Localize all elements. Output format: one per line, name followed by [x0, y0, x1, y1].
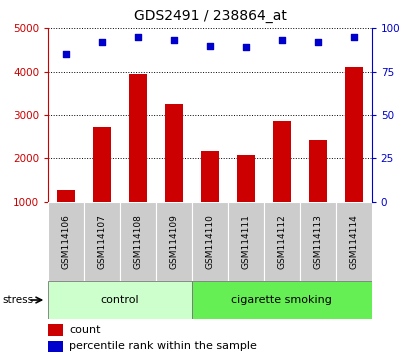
Text: GSM114111: GSM114111: [241, 214, 250, 269]
Bar: [237, 155, 255, 202]
Text: percentile rank within the sample: percentile rank within the sample: [69, 342, 257, 352]
Text: GSM114110: GSM114110: [205, 214, 215, 269]
Bar: [48, 324, 63, 336]
Bar: [300, 202, 336, 281]
Text: stress: stress: [2, 295, 33, 305]
Bar: [192, 202, 228, 281]
Bar: [156, 202, 192, 281]
Text: GSM114107: GSM114107: [98, 214, 107, 269]
Bar: [120, 202, 156, 281]
Point: [243, 45, 249, 50]
Text: cigarette smoking: cigarette smoking: [231, 295, 332, 305]
Text: GSM114112: GSM114112: [277, 214, 286, 269]
Text: GDS2491 / 238864_at: GDS2491 / 238864_at: [134, 9, 286, 23]
Bar: [48, 202, 84, 281]
Bar: [48, 341, 63, 352]
Point: [135, 34, 142, 40]
Bar: [336, 202, 372, 281]
Text: GSM114108: GSM114108: [134, 214, 143, 269]
Text: GSM114106: GSM114106: [62, 214, 71, 269]
Bar: [309, 140, 327, 202]
Point: [315, 39, 321, 45]
Text: GSM114113: GSM114113: [313, 214, 322, 269]
Point: [99, 39, 105, 45]
Text: control: control: [101, 295, 139, 305]
Bar: [84, 202, 120, 281]
Point: [171, 38, 177, 43]
Bar: [192, 281, 372, 319]
Bar: [345, 67, 363, 202]
Bar: [201, 152, 219, 202]
Point: [63, 52, 70, 57]
Bar: [165, 104, 183, 202]
Bar: [264, 202, 300, 281]
Text: GSM114114: GSM114114: [349, 214, 358, 269]
Bar: [93, 127, 111, 202]
Bar: [129, 74, 147, 202]
Bar: [273, 121, 291, 202]
Point: [278, 38, 285, 43]
Bar: [48, 281, 192, 319]
Text: count: count: [69, 325, 101, 335]
Text: GSM114109: GSM114109: [170, 214, 178, 269]
Point: [350, 34, 357, 40]
Bar: [228, 202, 264, 281]
Point: [207, 43, 213, 48]
Bar: [57, 190, 75, 202]
